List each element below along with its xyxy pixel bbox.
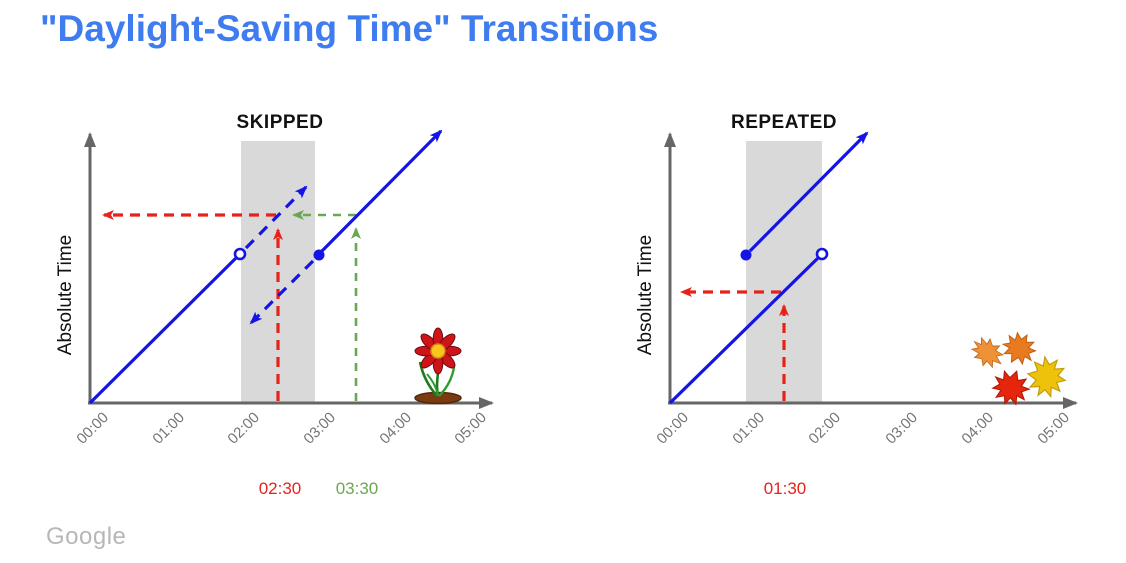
skipped-time-callout-red: 02:30 — [258, 479, 302, 498]
skipped-line-before-transition — [88, 256, 238, 405]
skipped-open-circle-marker — [233, 247, 247, 261]
repeated-y-axis-label: Absolute Time — [635, 234, 656, 356]
repeated-chart-shapes — [664, 131, 1078, 411]
flower-petals — [414, 327, 462, 375]
skipped-time-callout-green: 03:30 — [335, 479, 379, 498]
page-title: "Daylight-Saving Time" Transitions — [40, 8, 659, 49]
skipped-y-axis-label: Absolute Time — [55, 234, 76, 356]
flower-illustration — [414, 327, 462, 405]
skipped-chart-shapes — [84, 129, 494, 409]
skipped-dashed-continuation-down — [249, 259, 315, 325]
skipped-chart-title: SKIPPED — [236, 112, 324, 133]
repeated-time-callout-red: 01:30 — [763, 479, 807, 498]
skipped-filled-circle-marker — [313, 249, 325, 261]
autumn-leaves-illustration — [965, 326, 1070, 411]
repeated-filled-circle-marker — [740, 249, 752, 261]
repeated-line-first-pass — [668, 256, 820, 405]
skipped-dashed-continuation-up — [244, 185, 308, 250]
repeated-open-circle-marker — [815, 247, 829, 261]
google-logo: Google — [46, 523, 127, 550]
repeated-chart-title: REPEATED — [730, 112, 838, 133]
repeated-line-second-pass — [748, 131, 869, 253]
skipped-line-after-transition — [320, 129, 443, 253]
